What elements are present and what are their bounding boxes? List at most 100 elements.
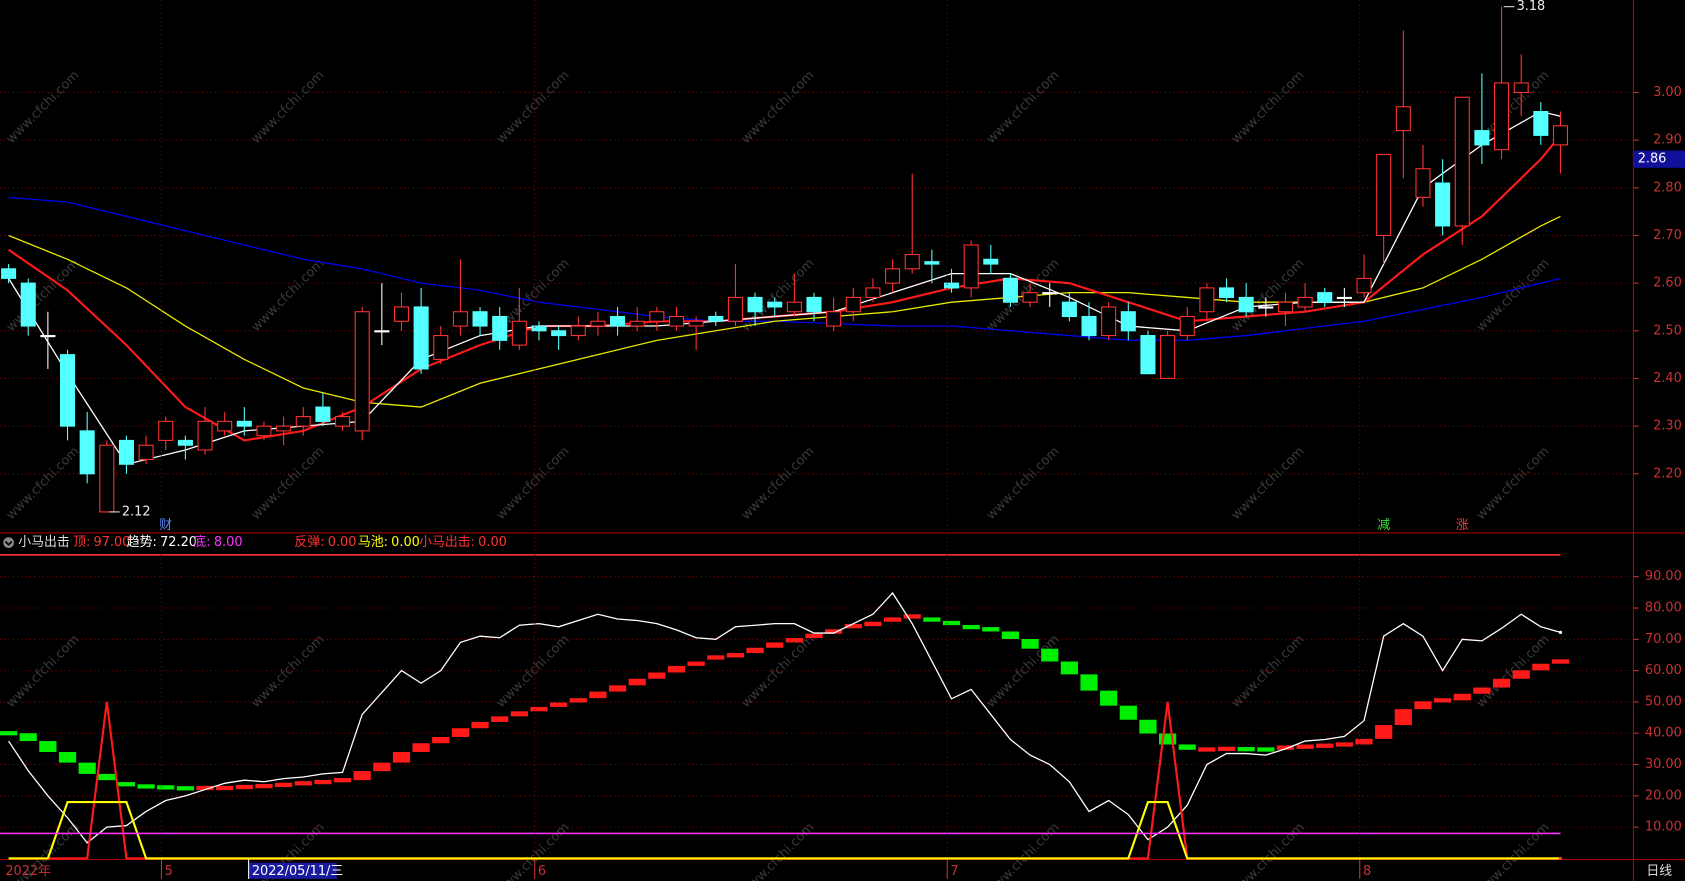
candle-body	[118, 439, 134, 465]
trend-block	[510, 711, 528, 717]
candle-body	[1435, 182, 1451, 227]
trend-block	[1001, 631, 1020, 639]
indicator-line	[8, 591, 1561, 844]
signal-marker: 减	[1377, 518, 1390, 533]
candle-body	[1336, 296, 1352, 300]
trend-block	[1473, 687, 1491, 694]
candle-body	[433, 335, 449, 360]
legend-value: 0.00	[478, 535, 507, 550]
trend-block	[137, 784, 155, 789]
trend-block	[864, 621, 882, 627]
candle-body	[1258, 306, 1274, 309]
candle-body	[1317, 292, 1333, 303]
trend-block	[1198, 747, 1216, 752]
legend-name: 趋势:	[127, 534, 157, 550]
candle-body	[1277, 301, 1293, 313]
cursor-date-box	[248, 862, 337, 879]
trend-block	[333, 778, 352, 783]
candle-body	[885, 268, 901, 284]
candle-body	[295, 416, 311, 427]
trend-block	[1276, 745, 1295, 750]
y-tick-label: 3.00	[1653, 85, 1682, 100]
candle-body	[79, 430, 95, 475]
y-tick-label: 60.00	[1645, 663, 1682, 678]
y-tick-label: 20.00	[1645, 788, 1682, 803]
x-tick-label: 7	[950, 864, 958, 879]
candle-body	[138, 444, 154, 461]
trend-block	[471, 721, 489, 729]
candle-body	[924, 261, 940, 265]
indicator-line	[8, 801, 1561, 860]
legend-value: 8.00	[214, 535, 243, 550]
x-tick-label: 5	[165, 864, 173, 879]
candle-body	[727, 296, 743, 322]
trend-block	[766, 642, 784, 648]
trend-block	[982, 627, 1000, 632]
candle-body	[983, 258, 999, 265]
last-price-label: 2.86	[1638, 152, 1667, 167]
trend-block	[550, 702, 568, 707]
legend-value: 72.20	[160, 535, 197, 550]
candle-body	[158, 420, 174, 441]
legend-name: 马池:	[358, 535, 388, 550]
candle-body	[177, 439, 193, 446]
candle-body	[551, 330, 567, 337]
candle-body	[1061, 301, 1077, 318]
candle-body	[668, 315, 685, 327]
candle-body	[1297, 296, 1313, 308]
candle-body	[413, 306, 429, 370]
candle-body	[1552, 125, 1568, 146]
legend-end-marker	[1558, 856, 1563, 861]
trend-block	[1178, 744, 1196, 750]
legend-end-marker	[1558, 630, 1563, 635]
candle-body	[452, 311, 468, 327]
candle-body	[786, 301, 802, 313]
trend-block	[235, 784, 253, 790]
trend-block	[157, 785, 175, 790]
trend-block	[39, 741, 57, 753]
y-tick-label: 2.80	[1653, 180, 1682, 195]
trend-block	[589, 691, 607, 699]
trend-block	[392, 752, 411, 763]
trend-block	[1394, 709, 1412, 726]
indicator-icon-arrow	[4, 540, 13, 546]
candle-body	[1022, 292, 1038, 303]
annotation-label: 2.12	[122, 504, 151, 519]
trend-block	[667, 665, 686, 673]
trend-block	[1158, 733, 1177, 745]
candle-body	[904, 253, 920, 270]
trend-block	[923, 617, 941, 622]
trend-block	[196, 785, 214, 791]
trend-block	[1080, 674, 1098, 691]
y-tick-label: 80.00	[1645, 601, 1682, 616]
candle-body	[1219, 287, 1235, 298]
candle-body	[1160, 335, 1176, 379]
trend-block	[432, 736, 450, 744]
candle-body	[1533, 110, 1549, 136]
y-tick-label: 30.00	[1645, 757, 1682, 772]
trend-block	[726, 653, 745, 658]
trend-block	[1060, 661, 1078, 675]
candle-body	[590, 320, 606, 327]
y-tick-label: 2.20	[1653, 466, 1682, 481]
indicator-title: 小马出击	[18, 535, 70, 550]
trend-block	[825, 629, 843, 634]
candle-body	[1120, 311, 1136, 332]
candle-body	[688, 320, 704, 327]
candle-body	[40, 335, 56, 338]
trend-block	[530, 706, 548, 712]
y-tick-label: 70.00	[1645, 632, 1682, 647]
candle-body	[1140, 335, 1156, 375]
last-price-box	[1633, 150, 1685, 168]
trend-block	[1453, 693, 1471, 701]
candle-body	[629, 320, 645, 327]
candle-body	[276, 425, 292, 432]
legend-value: 0.00	[328, 535, 357, 550]
candle-body	[1474, 130, 1490, 146]
trend-block	[373, 762, 391, 772]
candle-body	[767, 301, 783, 308]
trend-block	[805, 633, 823, 639]
trend-block	[98, 773, 116, 781]
indicator-icon	[3, 537, 14, 548]
